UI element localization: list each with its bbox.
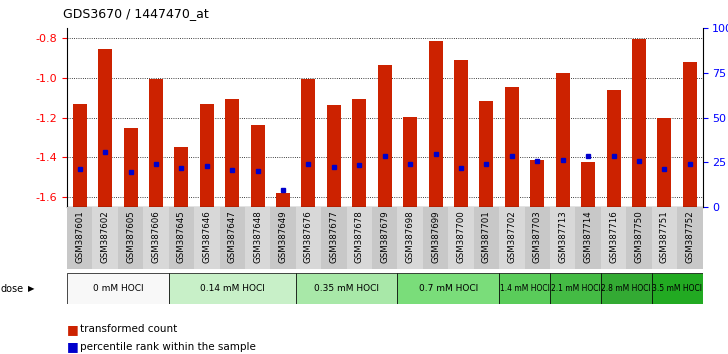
Text: GSM387750: GSM387750 [635, 210, 644, 263]
Bar [652, 207, 677, 269]
Bar [606, 90, 620, 207]
Bar [454, 60, 468, 207]
Text: GSM387606: GSM387606 [151, 210, 160, 263]
Bar [474, 207, 499, 269]
Bar [575, 207, 601, 269]
Text: 1.4 mM HOCl: 1.4 mM HOCl [499, 284, 550, 293]
Text: GDS3670 / 1447470_at: GDS3670 / 1447470_at [63, 7, 209, 20]
Bar [301, 79, 315, 207]
Bar [448, 207, 474, 269]
Bar [220, 207, 245, 269]
Bar [73, 104, 87, 207]
Text: GSM387702: GSM387702 [507, 210, 516, 263]
Text: transformed count: transformed count [80, 324, 178, 334]
Text: GSM387676: GSM387676 [304, 210, 313, 263]
Bar [403, 117, 417, 207]
Text: GSM387700: GSM387700 [456, 210, 465, 263]
Bar [530, 160, 545, 207]
Bar [245, 207, 270, 269]
Bar [175, 147, 189, 207]
Bar [372, 207, 397, 269]
Text: GSM387713: GSM387713 [558, 210, 567, 263]
Bar [505, 87, 519, 207]
Bar [276, 193, 290, 207]
Bar [225, 99, 240, 207]
Text: 0.35 mM HOCl: 0.35 mM HOCl [314, 284, 379, 293]
Bar [92, 207, 118, 269]
Bar [143, 207, 169, 269]
Text: GSM387645: GSM387645 [177, 210, 186, 263]
Bar [321, 207, 347, 269]
Bar [677, 207, 703, 269]
Bar [423, 207, 448, 269]
Text: GSM387602: GSM387602 [100, 210, 110, 263]
Bar [550, 207, 575, 269]
Text: GSM387716: GSM387716 [609, 210, 618, 263]
Bar [525, 207, 550, 269]
Text: GSM387751: GSM387751 [660, 210, 669, 263]
Bar [169, 207, 194, 269]
Text: GSM387646: GSM387646 [202, 210, 211, 263]
Bar [397, 207, 423, 269]
Bar [67, 207, 92, 269]
Text: dose: dose [1, 284, 24, 293]
Text: GSM387677: GSM387677 [329, 210, 339, 263]
Bar [352, 99, 366, 207]
Text: GSM387699: GSM387699 [431, 210, 440, 263]
Bar [378, 65, 392, 207]
Bar [250, 125, 265, 207]
Bar [296, 207, 321, 269]
Bar [397, 273, 499, 304]
Text: percentile rank within the sample: percentile rank within the sample [80, 342, 256, 352]
Text: GSM387679: GSM387679 [380, 210, 389, 263]
Text: GSM387703: GSM387703 [533, 210, 542, 263]
Text: GSM387714: GSM387714 [584, 210, 593, 263]
Text: 0 mM HOCl: 0 mM HOCl [92, 284, 143, 293]
Bar [347, 207, 372, 269]
Text: ▶: ▶ [28, 284, 34, 293]
Bar [581, 162, 595, 207]
Bar [499, 207, 525, 269]
Text: GSM387601: GSM387601 [75, 210, 84, 263]
Text: 2.8 mM HOCl: 2.8 mM HOCl [601, 284, 651, 293]
Text: GSM387649: GSM387649 [279, 210, 288, 263]
Text: GSM387752: GSM387752 [685, 210, 695, 263]
Bar [652, 273, 703, 304]
Text: ■: ■ [67, 341, 79, 353]
Bar [67, 273, 169, 304]
Bar [429, 41, 443, 207]
Text: 3.5 mM HOCl: 3.5 mM HOCl [652, 284, 702, 293]
Bar [499, 273, 550, 304]
Text: 0.14 mM HOCl: 0.14 mM HOCl [199, 284, 265, 293]
Bar [194, 207, 220, 269]
Bar [626, 207, 652, 269]
Bar [199, 104, 214, 207]
Bar [118, 207, 143, 269]
Bar [601, 207, 626, 269]
Text: 0.7 mM HOCl: 0.7 mM HOCl [419, 284, 478, 293]
Text: 2.1 mM HOCl: 2.1 mM HOCl [550, 284, 601, 293]
Text: ■: ■ [67, 323, 79, 336]
Bar [169, 273, 296, 304]
Text: GSM387647: GSM387647 [228, 210, 237, 263]
Text: GSM387701: GSM387701 [482, 210, 491, 263]
Text: GSM387698: GSM387698 [405, 210, 415, 263]
Text: GSM387605: GSM387605 [126, 210, 135, 263]
Bar [555, 73, 570, 207]
Bar [550, 273, 601, 304]
Bar [124, 128, 138, 207]
Text: GSM387678: GSM387678 [355, 210, 364, 263]
Bar [149, 79, 163, 207]
Bar [657, 118, 671, 207]
Bar [480, 101, 494, 207]
Bar [270, 207, 296, 269]
Bar [632, 39, 646, 207]
Bar [327, 105, 341, 207]
Bar [683, 62, 697, 207]
Bar [601, 273, 652, 304]
Bar [296, 273, 397, 304]
Text: GSM387648: GSM387648 [253, 210, 262, 263]
Bar [98, 49, 112, 207]
